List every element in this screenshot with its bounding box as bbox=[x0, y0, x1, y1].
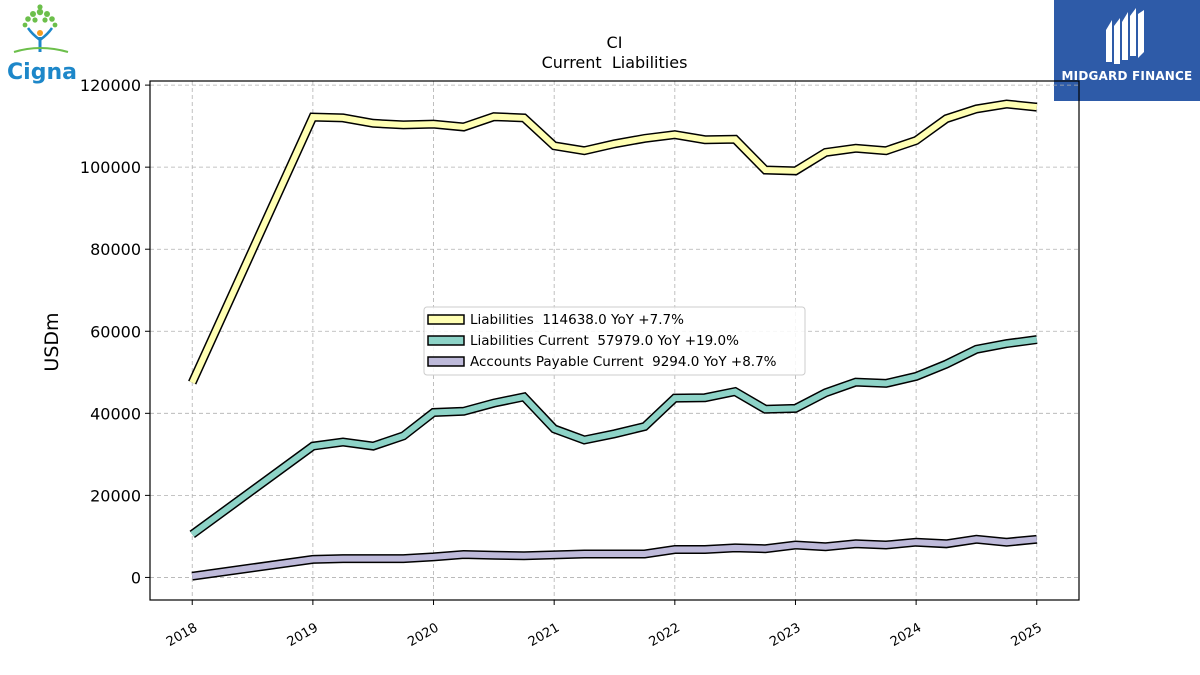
legend-entry-1: Liabilities Current 57979.0 YoY +19.0% bbox=[470, 333, 739, 349]
x-tick-label: 2020 bbox=[405, 620, 441, 650]
x-tick-label: 2021 bbox=[526, 620, 562, 650]
series-line-0 bbox=[189, 100, 1038, 384]
x-tick-label: 2022 bbox=[647, 620, 683, 650]
tree-of-life-icon bbox=[13, 4, 69, 53]
legend-swatch-2 bbox=[427, 356, 465, 367]
chart-subtitle: Current Liabilities bbox=[542, 53, 688, 72]
legend-entry-2: Accounts Payable Current 9294.0 YoY +8.7… bbox=[470, 354, 777, 370]
midgard-wordmark: MIDGARD FINANCE bbox=[1061, 69, 1193, 83]
x-tick-label: 2023 bbox=[767, 620, 803, 650]
legend-entry-0: Liabilities 114638.0 YoY +7.7% bbox=[470, 312, 684, 328]
y-tick-label: 60000 bbox=[90, 322, 141, 341]
cigna-wordmark: Cigna bbox=[7, 60, 77, 85]
x-tick-label: 2018 bbox=[164, 620, 200, 650]
plot-frame bbox=[149, 80, 1080, 601]
legend-swatch-1 bbox=[427, 335, 465, 346]
x-tick-label: 2019 bbox=[285, 620, 321, 650]
chart-title: CI bbox=[607, 33, 623, 52]
midgard-finance-logo: MIDGARD FINANCE bbox=[1054, 0, 1200, 101]
legend: Liabilities 114638.0 YoY +7.7% Liabilitie… bbox=[423, 306, 806, 376]
y-tick-label: 80000 bbox=[90, 240, 141, 259]
y-tick-label: 100000 bbox=[80, 158, 141, 177]
y-tick-label: 20000 bbox=[90, 486, 141, 505]
y-tick-label: 40000 bbox=[90, 404, 141, 423]
x-tick-label: 2025 bbox=[1009, 620, 1045, 650]
legend-box bbox=[423, 306, 806, 376]
y-axis-label: USDm bbox=[41, 312, 63, 371]
y-tick-label: 0 bbox=[131, 568, 141, 587]
cigna-logo: Cigna bbox=[2, 4, 82, 88]
series-line-2 bbox=[191, 536, 1038, 580]
series-layer bbox=[188, 99, 1038, 581]
x-tick-label: 2024 bbox=[888, 620, 924, 650]
midgard-mark-icon bbox=[1106, 8, 1144, 64]
series-line-1 bbox=[190, 336, 1038, 537]
legend-swatch-0 bbox=[427, 314, 465, 325]
y-tick-label: 120000 bbox=[80, 76, 141, 95]
